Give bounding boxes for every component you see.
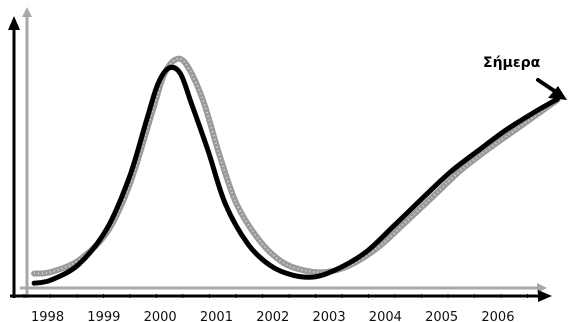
series-line-gray	[34, 59, 557, 274]
annotation-label: Σήμερα	[483, 55, 541, 71]
x-tick-label: 2001	[200, 310, 233, 322]
x-tick-label: 1999	[87, 310, 120, 322]
annotation-arrow	[538, 80, 567, 100]
annotation: Σήμερα	[483, 55, 567, 100]
series-line-gray-texture	[34, 59, 557, 274]
x-axis-arrow	[538, 290, 552, 302]
x-tick-labels: 1998 1999 2000 2001 2002 2003 2004 2005 2006	[31, 310, 514, 322]
x-tick-label: 1998	[31, 310, 64, 322]
x-tick-label: 2005	[425, 310, 458, 322]
y-axis-arrow	[8, 16, 20, 30]
x-tick-label: 2003	[313, 310, 346, 322]
x-tick-label: 2000	[144, 310, 177, 322]
series-line-black	[34, 67, 557, 283]
series-layer	[34, 59, 557, 284]
x-tick-label: 2002	[256, 310, 289, 322]
x-tick-label: 2006	[481, 310, 514, 322]
y-axis-shadow-arrow	[22, 7, 32, 17]
x-tick-label: 2004	[369, 310, 402, 322]
